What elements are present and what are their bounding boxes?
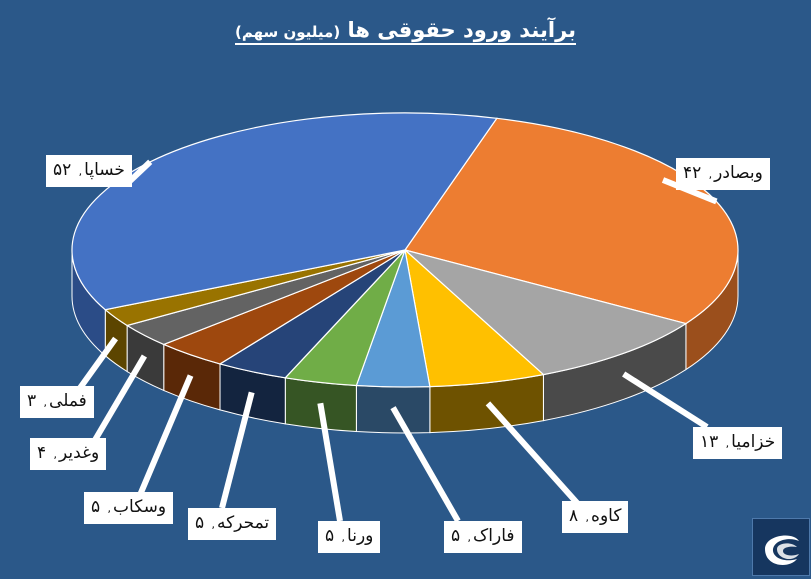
callout-name-0: وبصادر bbox=[714, 163, 763, 183]
callout-label-2: کاوه, ۸ bbox=[562, 501, 629, 533]
callout-name-7: وغدیر bbox=[59, 443, 100, 463]
callout-leader-0 bbox=[661, 177, 718, 205]
callout-leader-1 bbox=[622, 371, 709, 430]
callout-separator-8: , bbox=[43, 396, 48, 409]
callout-value-3: ۵ bbox=[451, 526, 466, 546]
callout-separator-4: , bbox=[341, 531, 346, 544]
callout-label-0: وبصادر, ۴۲ bbox=[676, 158, 770, 190]
callout-name-2: کاوه bbox=[591, 506, 622, 526]
chart-subtitle: (میلیون سهم) bbox=[234, 23, 341, 41]
chart-title: برآیند ورود حقوقی ها bbox=[347, 18, 577, 42]
pie-slice-9 bbox=[71, 112, 498, 311]
callout-separator-1: , bbox=[725, 437, 730, 450]
callout-value-6: ۵ bbox=[91, 497, 106, 517]
callout-label-1: خزامیا, ۱۳ bbox=[693, 427, 783, 459]
callout-value-7: ۴ bbox=[37, 443, 52, 463]
callout-name-5: تمحرکه bbox=[217, 513, 270, 533]
callout-name-6: وسکاب bbox=[113, 497, 167, 517]
callout-name-8: فملی bbox=[49, 391, 87, 411]
callout-value-8: ۳ bbox=[27, 391, 42, 411]
callout-name-3: فاراک bbox=[473, 526, 515, 546]
callout-separator-3: , bbox=[467, 531, 472, 544]
callout-leader-9 bbox=[127, 159, 153, 184]
callout-separator-0: , bbox=[708, 168, 713, 181]
callout-label-3: فاراک, ۵ bbox=[444, 521, 522, 553]
callout-leader-2 bbox=[485, 401, 581, 507]
callout-separator-5: , bbox=[211, 518, 216, 531]
callout-label-6: وسکاب, ۵ bbox=[84, 492, 174, 524]
callout-label-7: وغدیر, ۴ bbox=[30, 438, 107, 470]
callout-leader-7 bbox=[92, 354, 148, 442]
callout-value-2: ۸ bbox=[569, 506, 584, 526]
callout-separator-9: , bbox=[78, 165, 83, 178]
callout-value-1: ۱۳ bbox=[700, 432, 724, 452]
chart-title-wrap: برآیند ورود حقوقی ها (میلیون سهم) bbox=[0, 18, 811, 45]
logo-mark-icon bbox=[765, 535, 799, 565]
pie-slice-1 bbox=[404, 249, 688, 376]
callout-label-9: خساپا, ۵۲ bbox=[46, 155, 132, 187]
callout-separator-6: , bbox=[107, 502, 112, 515]
callout-value-5: ۵ bbox=[195, 513, 210, 533]
callout-separator-2: , bbox=[585, 511, 590, 524]
callout-separator-7: , bbox=[53, 448, 58, 461]
callout-value-0: ۴۲ bbox=[683, 163, 707, 183]
callout-name-9: خساپا bbox=[84, 160, 125, 180]
callout-leader-6 bbox=[137, 374, 194, 497]
callout-label-8: فملی, ۳ bbox=[20, 386, 94, 418]
callout-leader-5 bbox=[219, 391, 255, 509]
callout-label-4: ورنا, ۵ bbox=[318, 521, 381, 553]
callout-leader-3 bbox=[390, 406, 461, 523]
callout-name-1: خزامیا bbox=[731, 432, 776, 452]
callout-name-4: ورنا bbox=[347, 526, 374, 546]
callout-leader-8 bbox=[77, 336, 118, 390]
callout-label-5: تمحرکه, ۵ bbox=[188, 508, 277, 540]
callout-value-4: ۵ bbox=[325, 526, 340, 546]
logo bbox=[752, 518, 810, 576]
callout-value-9: ۵۲ bbox=[53, 160, 77, 180]
callout-leader-4 bbox=[317, 402, 343, 522]
